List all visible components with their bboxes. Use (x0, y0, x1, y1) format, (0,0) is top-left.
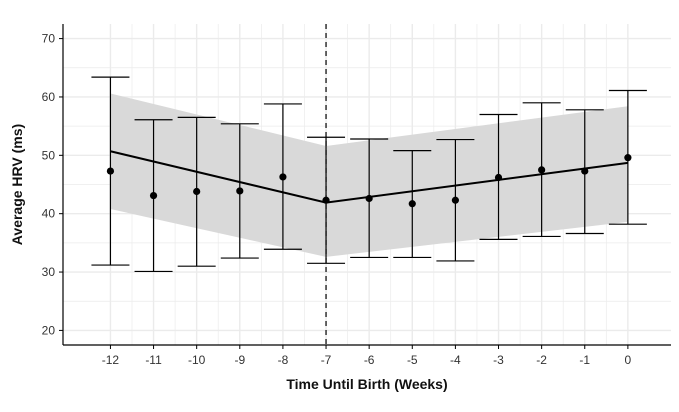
data-point (494, 173, 503, 182)
data-point (322, 196, 330, 204)
y-tick-label: 30 (42, 265, 56, 279)
data-point (149, 191, 158, 200)
data-point (538, 166, 546, 174)
data-point (236, 187, 244, 195)
data-point (408, 200, 416, 208)
x-tick-label: -7 (321, 353, 332, 367)
data-point (279, 173, 287, 181)
data-points (106, 154, 632, 208)
data-point (365, 194, 373, 203)
x-tick-label: 0 (625, 353, 632, 367)
axes (62, 24, 671, 346)
x-tick-label: -3 (493, 353, 504, 367)
x-tick-label: -12 (102, 353, 120, 367)
y-tick-label: 60 (42, 90, 56, 104)
x-tick-label: -6 (364, 353, 375, 367)
x-tick-label: -2 (536, 353, 547, 367)
x-tick-label: -1 (579, 353, 590, 367)
data-point (624, 154, 632, 162)
data-point (193, 187, 201, 196)
y-tick-label: 40 (42, 207, 56, 221)
x-tick-label: -11 (145, 353, 162, 367)
data-point (451, 196, 459, 204)
data-point (581, 167, 589, 175)
y-axis-title: Average HRV (ms) (9, 124, 25, 245)
x-tick-label: -4 (450, 353, 461, 367)
x-tick-label: -5 (407, 353, 418, 367)
y-tick-label: 70 (42, 32, 56, 46)
data-point (106, 167, 115, 175)
y-tick-label: 20 (42, 323, 56, 337)
x-tick-label: -9 (234, 353, 245, 367)
x-tick-label: -10 (188, 353, 206, 367)
x-axis-title: Time Until Birth (Weeks) (286, 376, 447, 392)
y-tick-label: 50 (42, 148, 56, 162)
x-tick-label: -8 (278, 353, 289, 367)
